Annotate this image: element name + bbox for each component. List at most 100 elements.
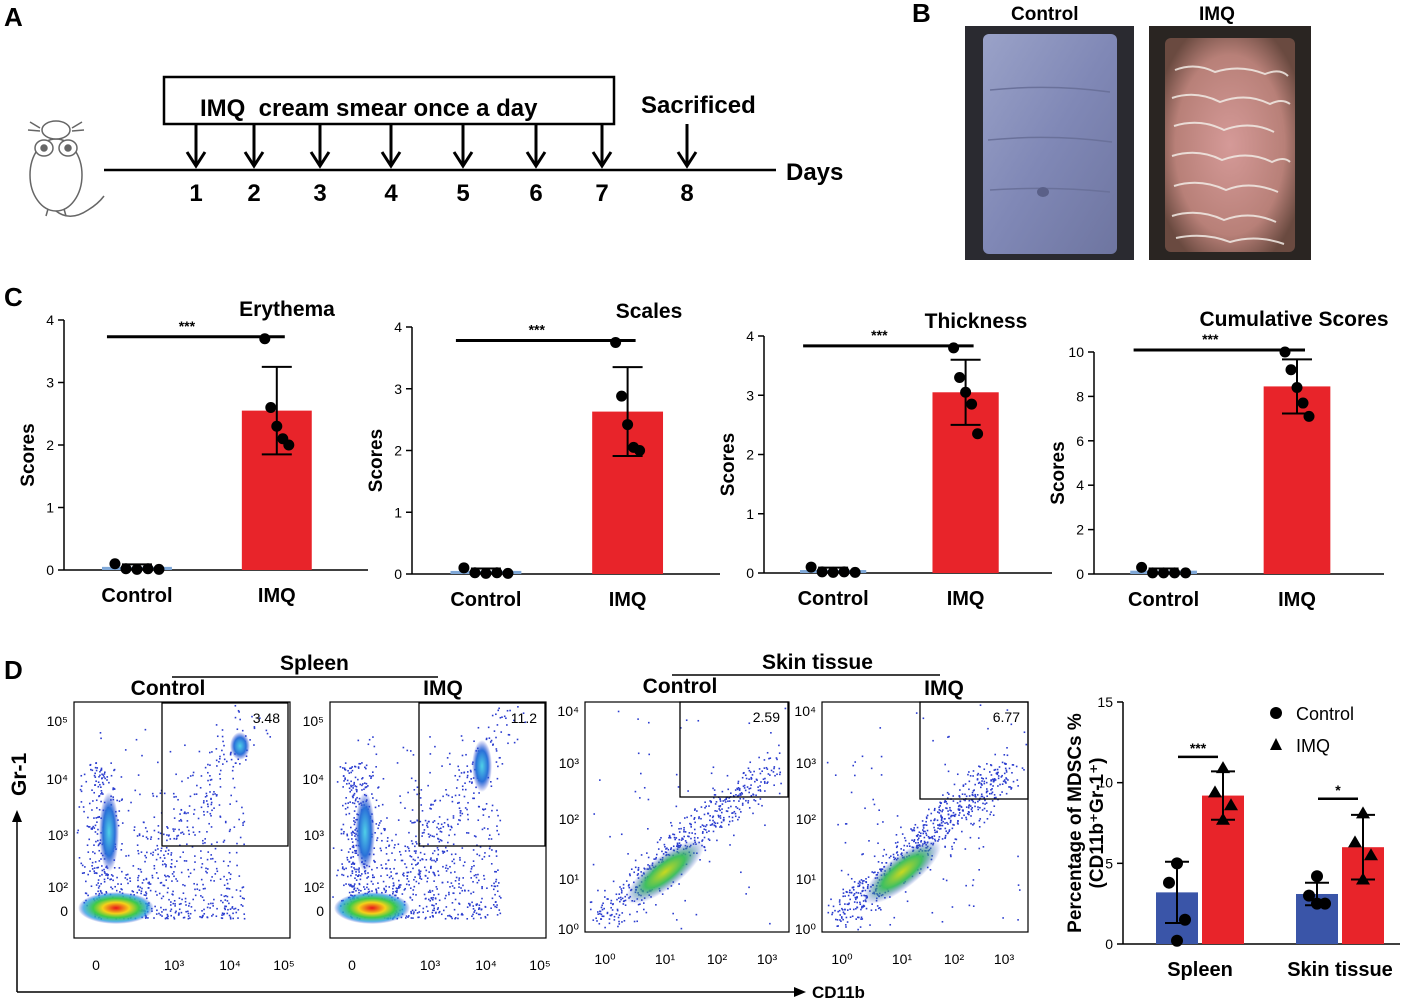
dot [133,826,136,828]
dot [435,886,438,888]
dot [357,766,360,768]
dot [221,912,224,915]
dot [436,859,438,861]
dot [424,874,427,877]
dot [494,885,497,888]
dot [497,709,500,712]
dot [200,857,202,859]
dot [95,780,97,783]
dot [461,847,464,849]
dot [637,873,640,875]
dot [624,904,627,907]
dot [744,789,747,792]
data-point [1171,934,1183,947]
dot [432,871,434,874]
dot [153,917,155,919]
dot [990,779,992,782]
dot [165,846,168,849]
dot [758,768,761,770]
dot [94,766,97,769]
dot [416,842,418,845]
dot [448,752,451,755]
dot [458,886,460,888]
dot [366,883,369,885]
dot [223,907,226,909]
dot [733,800,735,802]
data-point [259,333,271,345]
dot [947,810,949,812]
dot [855,907,857,910]
dot [946,802,948,805]
dot [948,735,950,738]
y-tick-label: 10⁰ [795,921,817,937]
dot [351,870,354,873]
dot [383,829,386,832]
dot [210,843,213,845]
dot [162,895,165,898]
dot [842,895,844,898]
dot [353,888,355,891]
photo-imq-label: IMQ [1199,4,1235,25]
y-tick-label: 10² [796,811,817,827]
dot [367,872,369,874]
dot [683,826,685,829]
dot [768,757,770,760]
dot [970,798,973,801]
dot [859,881,861,884]
dot [471,782,473,784]
dot [719,826,721,828]
dot [227,908,229,911]
dot [241,886,244,889]
dot [707,812,709,815]
dot [473,797,475,800]
dot [733,834,735,837]
dot [265,729,268,732]
dot [669,835,671,838]
dot [442,852,444,854]
dot [201,896,204,899]
dot [89,870,91,872]
gr1-arrowhead [12,810,22,822]
dot [446,757,449,759]
dot [97,839,99,842]
dot [625,880,628,882]
dot [431,904,433,906]
dot [449,865,451,868]
dot [499,716,502,719]
dot [473,835,476,837]
dot [229,752,232,755]
dot [149,889,152,892]
dot [732,794,735,797]
dot [841,917,843,919]
dot [475,873,477,876]
dot [342,804,344,807]
dot [676,843,679,846]
dot [430,867,432,870]
dot [979,766,981,768]
dot [739,797,742,800]
dot [900,826,902,829]
dot [397,843,400,846]
dot [469,903,471,905]
dot [342,832,345,835]
dot [756,779,758,781]
dot [395,872,397,875]
dot [97,828,99,831]
dot [207,903,210,905]
dot [445,793,448,796]
dot [176,880,179,882]
dot [350,885,353,887]
dot [204,842,206,844]
sacrificed-label: Sacrificed [641,92,756,119]
dot [242,812,245,815]
dot [482,809,485,811]
dot [895,834,898,836]
dot [214,847,217,850]
legend-imq-marker [1270,738,1282,750]
dot [445,864,448,867]
dot [748,787,751,790]
dot [165,908,167,911]
dot [754,800,757,802]
dot [439,827,442,830]
